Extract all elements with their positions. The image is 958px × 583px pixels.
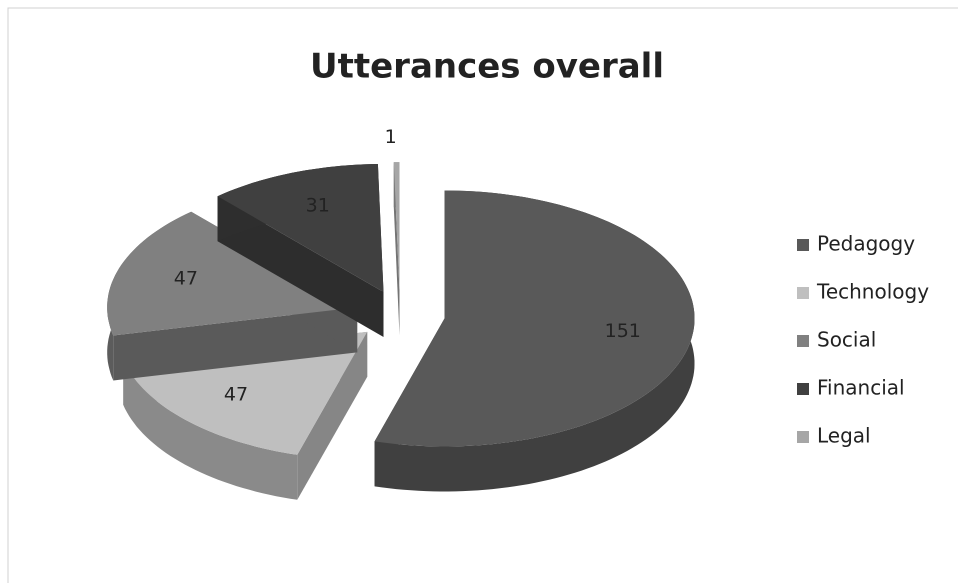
pie-slice (374, 190, 695, 492)
legend: Pedagogy Technology Social Financial Legal (797, 232, 929, 448)
legend-label: Financial (817, 376, 905, 400)
slice-wall (217, 196, 384, 337)
pie: 47 151 47 31 1 (107, 126, 695, 500)
chart-title: Utterances overall (310, 47, 664, 87)
legend-label: Social (817, 328, 876, 352)
legend-swatch (797, 431, 809, 443)
data-label: 31 (306, 195, 330, 217)
slice-wall (113, 307, 358, 381)
legend-label: Legal (817, 424, 871, 448)
slice-top (217, 164, 384, 292)
pie-slice (217, 164, 384, 337)
slice-rim (123, 360, 298, 500)
data-label: 47 (174, 268, 198, 290)
legend-label: Pedagogy (817, 232, 915, 256)
data-label: 1 (385, 126, 397, 148)
slice-top (107, 211, 358, 336)
pie-slice (393, 162, 400, 336)
slice-top (374, 190, 695, 447)
legend-label: Technology (816, 280, 929, 304)
data-label: 47 (224, 384, 248, 406)
slice-top (393, 162, 400, 291)
legend-swatch (797, 239, 809, 251)
data-label: 151 (605, 320, 641, 342)
legend-swatch (797, 383, 809, 395)
legend-swatch (797, 335, 809, 347)
legend-swatch (797, 287, 809, 299)
